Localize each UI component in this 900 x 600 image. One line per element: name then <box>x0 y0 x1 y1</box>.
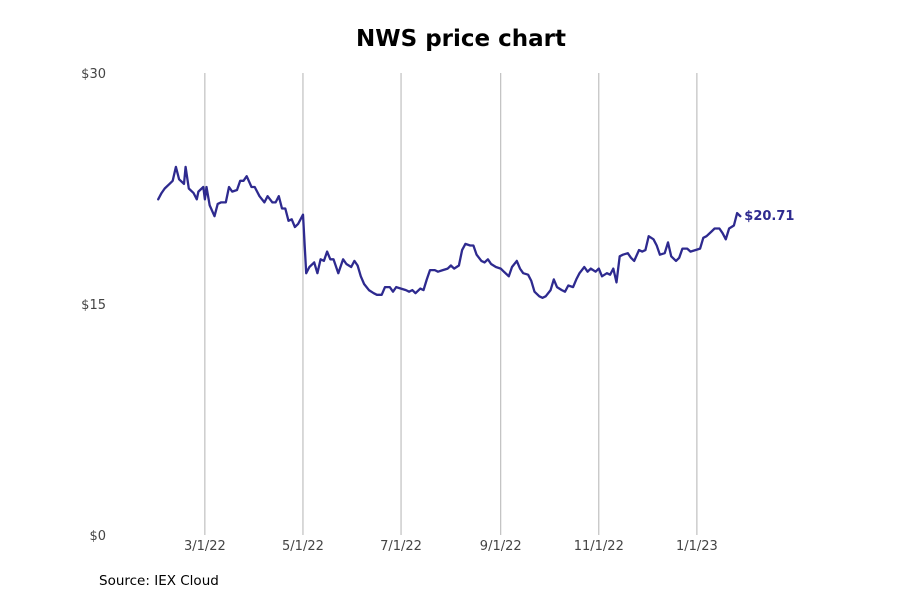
x-tick-label: 3/1/22 <box>184 539 226 554</box>
x-tick-label: 9/1/22 <box>480 539 522 554</box>
x-gridlines <box>204 73 698 535</box>
x-tick-label: 11/1/22 <box>574 539 624 554</box>
x-tick-label: 5/1/22 <box>282 539 324 554</box>
y-tick-label: $30 <box>81 67 106 82</box>
source-note: Source: IEX Cloud <box>99 573 219 589</box>
chart-title: NWS price chart <box>356 26 566 52</box>
price-line <box>157 165 742 299</box>
y-tick-label: $15 <box>81 298 106 313</box>
y-tick-label: $0 <box>89 529 106 544</box>
y-axis-ticks: $30 $15 $0 <box>81 67 106 544</box>
x-tick-label: 1/1/23 <box>676 539 718 554</box>
x-tick-label: 7/1/22 <box>380 539 422 554</box>
x-axis-ticks: 3/1/22 5/1/22 7/1/22 9/1/22 11/1/22 1/1/23 <box>184 539 718 554</box>
last-price-label: $20.71 <box>744 209 794 224</box>
